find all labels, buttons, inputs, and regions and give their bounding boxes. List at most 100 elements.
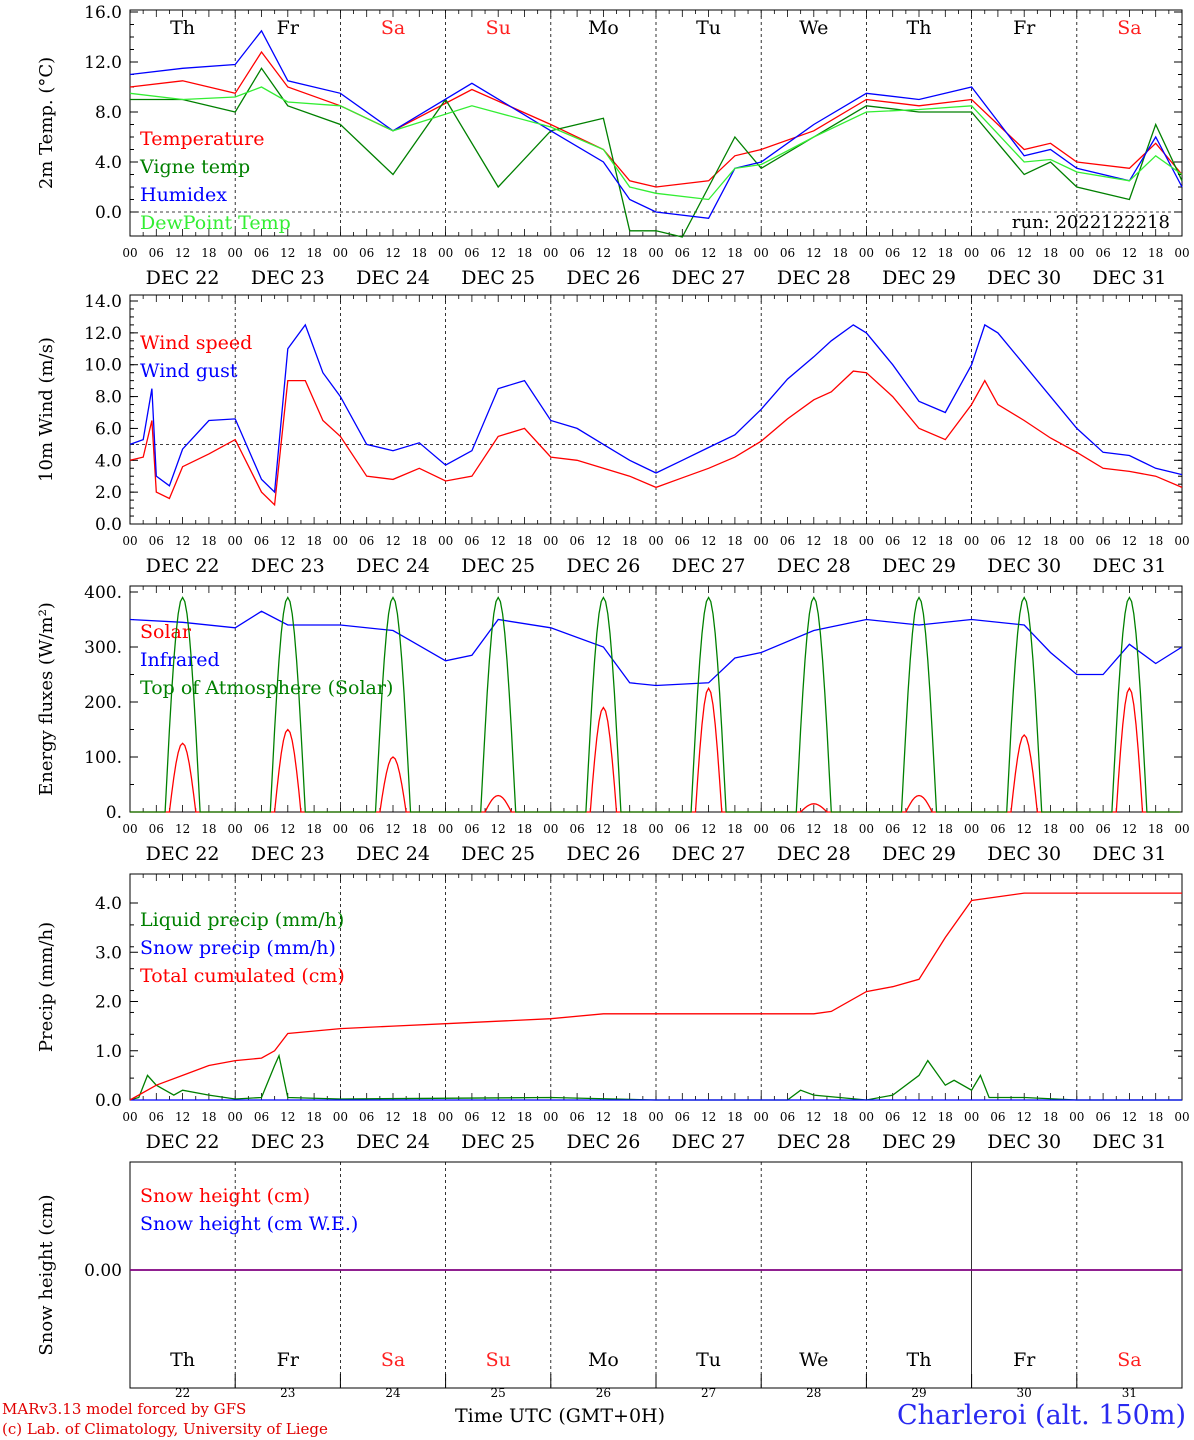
x-date-label: DEC 27: [672, 1131, 746, 1153]
x-hour-label: 18: [727, 822, 742, 836]
x-date-label: DEC 26: [566, 555, 640, 577]
x-hour-label: 18: [622, 534, 637, 548]
x-hour-label: 18: [201, 534, 216, 548]
x-date-label: DEC 24: [356, 267, 430, 289]
panel-5: 0.00 Snow height (cm) Snow height (cm) Snow…: [36, 1161, 1183, 1389]
x-date-label: DEC 25: [461, 843, 535, 865]
x-hour-label: 00: [859, 822, 874, 836]
x-hour-label: 18: [1043, 822, 1058, 836]
x-hour-label: 00: [1069, 1110, 1084, 1124]
x-date-label: DEC 29: [882, 267, 956, 289]
run-annotation: run: 2022122218: [1012, 212, 1170, 233]
x-hour-label: 12: [911, 246, 926, 260]
x-hour-label: 00: [543, 534, 558, 548]
x-date-label: DEC 29: [882, 1131, 956, 1153]
x-hour-label: 00: [333, 1110, 348, 1124]
x-hour-label: 06: [254, 1110, 269, 1124]
x-hour-label: 06: [359, 1110, 374, 1124]
x-hour-label: 00: [228, 534, 243, 548]
x-hour-label: 00: [1069, 822, 1084, 836]
x-hour-label: 00: [1069, 246, 1084, 260]
weekday-label-bottom: Sa: [381, 1349, 405, 1371]
x-hour-label: 18: [1148, 534, 1163, 548]
x-hour-label: 12: [596, 822, 611, 836]
weekday-label-bottom: Th: [907, 1349, 932, 1371]
y-tick-label: 14.0: [84, 292, 122, 312]
series-line-solar: [130, 686, 1180, 813]
y-tick-label: 4.0: [95, 894, 122, 914]
series-line-humidex: [129, 29, 1183, 219]
y-axis-label: Energy fluxes (W/m²): [36, 602, 57, 796]
x-hour-label: 18: [1043, 1110, 1058, 1124]
x-hour-label: 06: [569, 1110, 584, 1124]
weekday-label-top: Mo: [588, 17, 619, 39]
x-hour-label: 00: [122, 246, 137, 260]
x-hour-label: 12: [385, 246, 400, 260]
x-hour-label: 06: [1095, 246, 1110, 260]
x-hour-label: 00: [438, 246, 453, 260]
y-tick-label: 0.0: [95, 203, 122, 223]
x-date-label: DEC 22: [146, 843, 220, 865]
x-hour-label: 18: [938, 822, 953, 836]
y-tick-label: 2.0: [95, 483, 122, 503]
day-number-label: 25: [491, 1386, 506, 1400]
x-hour-label: 12: [385, 534, 400, 548]
legend-entry: Vigne temp: [139, 156, 250, 178]
y-axis-label: Precip (mm/h): [36, 922, 57, 1052]
series-line-temperature: [129, 50, 1183, 188]
x-hour-label: 00: [754, 534, 769, 548]
x-hour-label: 12: [1017, 534, 1032, 548]
credit-line-1: MARv3.13 model forced by GFS: [2, 1400, 247, 1418]
y-tick-label: 12.0: [84, 324, 122, 344]
x-hour-label: 06: [254, 534, 269, 548]
panel-4: 4.0 3.0 2.0 1.0 0.0 Precip (mm/h) Liquid preci…: [36, 873, 1190, 1153]
series-line-wind-speed: [129, 370, 1183, 507]
x-hour-label: 12: [701, 534, 716, 548]
weekday-label-bottom: Tu: [696, 1349, 721, 1371]
x-hour-label: 06: [675, 1110, 690, 1124]
legend-entry: Snow height (cm W.E.): [140, 1213, 358, 1235]
x-hour-label: 12: [280, 534, 295, 548]
x-hour-label: 00: [543, 1110, 558, 1124]
x-hour-label: 06: [569, 534, 584, 548]
legend-entry: Snow height (cm): [140, 1185, 310, 1207]
x-hour-label: 00: [648, 822, 663, 836]
series-line-dewpoint-temp: [129, 86, 1183, 201]
y-tick-label: 0.00: [84, 1261, 122, 1281]
x-date-label: DEC 22: [146, 1131, 220, 1153]
x-hour-label: 12: [1122, 246, 1137, 260]
weekday-label-bottom: Sa: [1117, 1349, 1141, 1371]
y-tick-label: 2.0: [95, 993, 122, 1013]
x-hour-label: 18: [306, 1110, 321, 1124]
x-hour-label: 06: [359, 822, 374, 836]
y-tick-label: 4.0: [95, 153, 122, 173]
series-line-top-of-atmosphere-solar-: [130, 596, 1180, 813]
legend-entry: DewPoint Temp: [140, 212, 291, 234]
x-hour-label: 00: [1174, 822, 1189, 836]
x-date-label: DEC 31: [1092, 555, 1166, 577]
y-tick-label: 300.: [84, 638, 122, 658]
x-hour-label: 12: [1017, 1110, 1032, 1124]
x-hour-label: 00: [1069, 534, 1084, 548]
x-hour-label: 18: [412, 1110, 427, 1124]
x-hour-label: 18: [201, 822, 216, 836]
x-date-label: DEC 31: [1092, 843, 1166, 865]
x-date-label: DEC 22: [146, 267, 220, 289]
x-hour-label: 06: [149, 534, 164, 548]
weekday-label-bottom: Fr: [277, 1349, 300, 1371]
x-date-label: DEC 28: [777, 1131, 851, 1153]
y-tick-label: 1.0: [95, 1042, 122, 1062]
x-hour-label: 00: [333, 822, 348, 836]
weekday-label-bottom: Su: [486, 1349, 511, 1371]
x-date-label: DEC 26: [566, 267, 640, 289]
x-date-label: DEC 25: [461, 267, 535, 289]
series-line-wind-gust: [129, 323, 1183, 494]
x-hour-label: 06: [675, 534, 690, 548]
x-hour-label: 18: [1148, 1110, 1163, 1124]
y-tick-label: 100.: [84, 748, 122, 768]
x-hour-label: 00: [1174, 534, 1189, 548]
day-number-label: 26: [596, 1386, 611, 1400]
x-date-label: DEC 29: [882, 843, 956, 865]
x-hour-label: 00: [122, 534, 137, 548]
x-hour-label: 12: [280, 822, 295, 836]
